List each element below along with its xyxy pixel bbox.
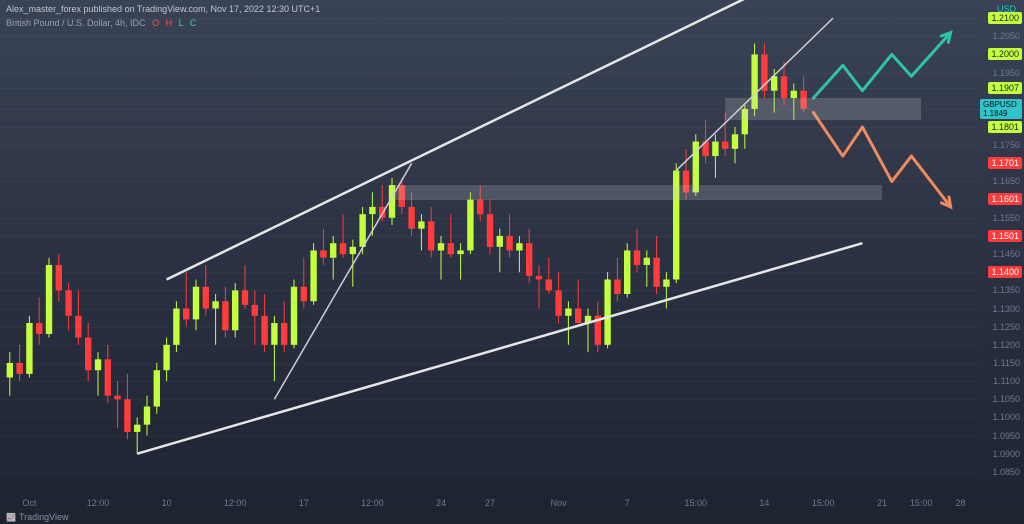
x-tick-label: 28 [955, 498, 965, 508]
x-tick-label: 24 [436, 498, 446, 508]
ohlc-c: C [190, 18, 197, 28]
x-tick-label: 21 [877, 498, 887, 508]
x-axis: Oct 12:00 10 12:00 17 12:00 24 27 Nov 7 15:00 14 15:… [0, 490, 980, 508]
y-tick-label: 1.1601 [988, 193, 1022, 205]
ohlc-o: O [152, 18, 159, 28]
x-tick-label: Oct [22, 498, 36, 508]
y-tick-label: 1.1801 [988, 121, 1022, 133]
y-tick-label: 1.1450 [992, 249, 1020, 259]
publish-header: Alex_master_forex published on TradingVi… [6, 4, 320, 14]
x-tick-label: 12:00 [361, 498, 384, 508]
pair-label: British Pound / U.S. Dollar, 4h, IDC [6, 18, 146, 28]
y-tick-label: 1.1200 [992, 340, 1020, 350]
supply-demand-zone [392, 185, 882, 200]
ohlc-h: H [166, 18, 173, 28]
y-axis: USD 1.21001.20501.20001.19501.1907GBPUSD… [980, 0, 1024, 490]
symbol-info: British Pound / U.S. Dollar, 4h, IDC O H… [6, 18, 196, 28]
price-plot[interactable] [0, 0, 980, 490]
x-tick-label: 17 [299, 498, 309, 508]
x-tick-label: 15:00 [812, 498, 835, 508]
y-tick-label: 1.1907 [988, 82, 1022, 94]
y-tick-label: 1.1300 [992, 304, 1020, 314]
y-tick-label: 1.1000 [992, 412, 1020, 422]
y-tick-label: 1.1150 [993, 358, 1020, 368]
x-tick-label: 15:00 [685, 498, 708, 508]
y-tick-label: 1.1501 [988, 230, 1022, 242]
y-tick-label: 1.2050 [992, 31, 1020, 41]
y-tick-label: 1.0850 [992, 467, 1020, 477]
x-tick-label: 14 [759, 498, 769, 508]
x-tick-label: Nov [551, 498, 567, 508]
y-tick-label: 1.1750 [992, 140, 1020, 150]
x-tick-label: 27 [485, 498, 495, 508]
x-tick-label: 15:00 [910, 498, 933, 508]
y-tick-label: 1.1350 [992, 285, 1020, 295]
x-tick-label: 10 [162, 498, 172, 508]
y-tick-label: 1.1050 [992, 394, 1020, 404]
y-tick-label: 1.1650 [992, 176, 1020, 186]
y-tick-label: 1.1701 [988, 157, 1022, 169]
y-tick-label: 1.0900 [992, 449, 1020, 459]
x-tick-label: 12:00 [224, 498, 247, 508]
x-tick-label: 7 [625, 498, 630, 508]
ohlc-l: L [179, 18, 184, 28]
supply-demand-zone [725, 98, 921, 120]
y-tick-label: GBPUSD 1.1849 [980, 99, 1022, 119]
y-tick-label: 1.1550 [992, 213, 1020, 223]
y-tick-label: 1.2000 [988, 48, 1022, 60]
y-tick-label: 1.1400 [988, 266, 1022, 278]
y-tick-label: 1.1100 [993, 376, 1020, 386]
chart-container: Alex_master_forex published on TradingVi… [0, 0, 1024, 524]
y-tick-label: 1.1950 [992, 68, 1020, 78]
tradingview-watermark: TradingView [6, 512, 69, 522]
x-tick-label: 12:00 [87, 498, 110, 508]
y-tick-label: 1.2100 [988, 12, 1022, 24]
y-tick-label: 1.1250 [992, 322, 1020, 332]
y-tick-label: 1.0950 [992, 431, 1020, 441]
